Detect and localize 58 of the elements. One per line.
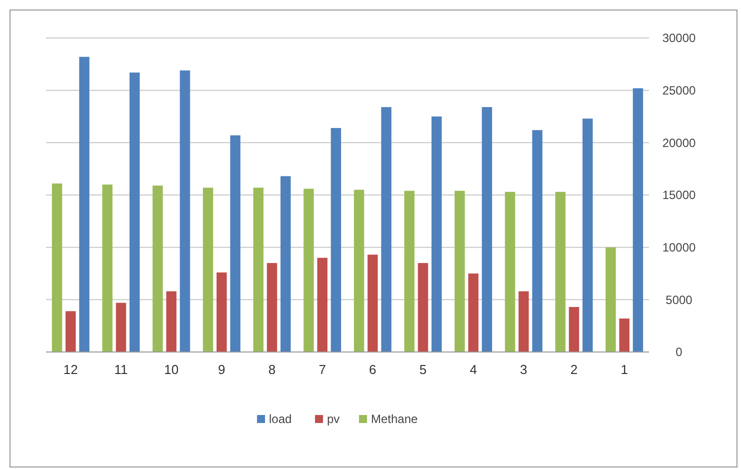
x-tick-label: 7 — [318, 362, 326, 377]
bar — [130, 72, 140, 352]
bar — [202, 188, 214, 352]
bar — [280, 176, 291, 352]
y-tick-label: 5000 — [666, 292, 693, 307]
bar — [304, 188, 314, 352]
y-tick-label: 25000 — [662, 84, 696, 98]
legend-label: pv — [327, 412, 340, 426]
x-tick-label: 2 — [570, 362, 578, 377]
x-tick-label: 11 — [114, 362, 128, 377]
bar — [180, 70, 190, 352]
x-tick-label: 3 — [520, 362, 528, 377]
bar — [632, 88, 644, 352]
y-tick-label: 15000 — [662, 188, 696, 202]
x-tick-label: 8 — [268, 362, 276, 377]
bar — [317, 258, 328, 352]
bar — [404, 190, 414, 352]
bar — [432, 116, 442, 352]
bar — [368, 254, 378, 352]
bar — [166, 291, 176, 352]
bar — [253, 188, 264, 352]
x-tick-label: 10 — [164, 362, 179, 377]
x-tick-label: 4 — [470, 362, 477, 377]
x-tick-label: 12 — [63, 362, 78, 377]
bar — [606, 247, 616, 352]
bar — [79, 56, 90, 352]
bar — [568, 306, 580, 352]
bar — [381, 107, 392, 352]
bar — [266, 263, 278, 352]
bar — [468, 274, 478, 352]
bar — [619, 318, 630, 352]
y-tick-label: 30000 — [662, 31, 696, 46]
bar — [152, 186, 163, 352]
bar — [418, 263, 428, 352]
bar — [454, 190, 465, 352]
y-tick-label: 0 — [676, 345, 683, 360]
bar — [354, 190, 364, 352]
x-tick-label: 6 — [369, 362, 376, 377]
x-tick-label: 9 — [218, 362, 226, 377]
bar — [216, 272, 227, 352]
y-tick-label: 20000 — [662, 136, 696, 150]
bar — [230, 135, 240, 352]
bar — [504, 192, 516, 352]
bar — [555, 192, 566, 352]
bar — [330, 128, 342, 352]
bar — [482, 107, 492, 352]
bar — [52, 183, 62, 352]
legend-label: load — [269, 412, 292, 426]
x-tick-label: 1 — [620, 362, 628, 377]
bar — [518, 291, 529, 352]
bar — [66, 311, 76, 352]
bar — [532, 130, 542, 352]
bar — [582, 118, 593, 352]
y-tick-label: 10000 — [662, 240, 696, 255]
bar — [116, 302, 126, 352]
bar — [102, 184, 112, 352]
legend-label: Methane — [371, 412, 418, 426]
x-tick-label: 5 — [419, 362, 427, 377]
